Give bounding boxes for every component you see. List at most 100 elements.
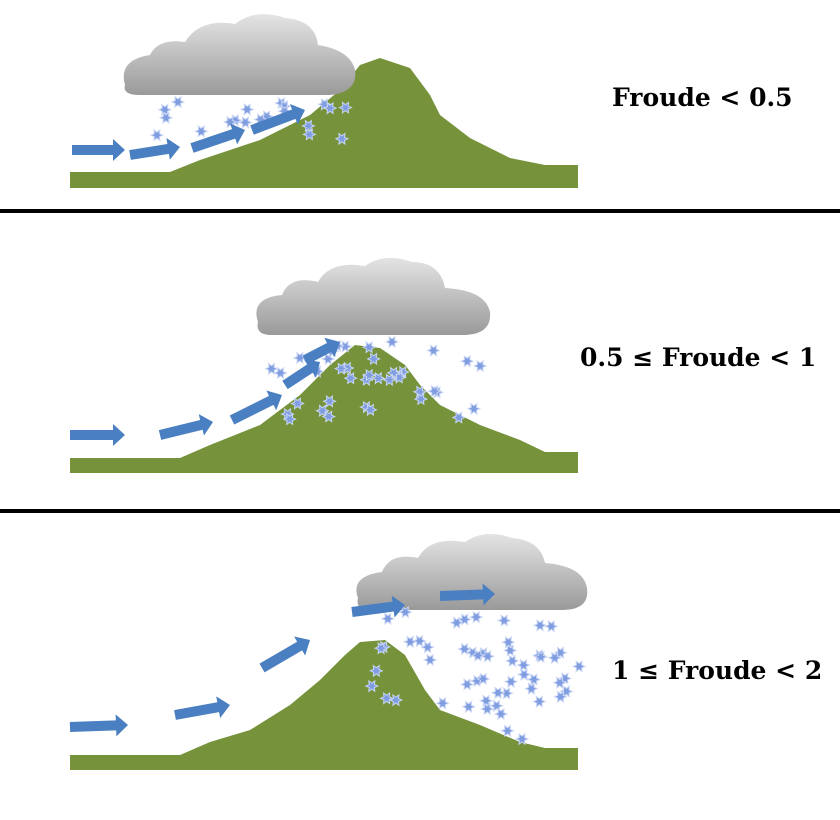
- snowflake-icon: [322, 395, 337, 408]
- wind-arrow-icon: [70, 424, 125, 446]
- snowflake-icon: [516, 668, 532, 681]
- snowflake-icon: [461, 700, 476, 714]
- mountain-1: [70, 58, 578, 188]
- snowflake-icon: [282, 412, 297, 426]
- snowflake-icon: [457, 613, 472, 626]
- snowflake-icon: [371, 371, 386, 385]
- snowflake-icon: [301, 119, 316, 133]
- snowflake-icon: [158, 111, 174, 125]
- snowflake-icon: [526, 673, 542, 686]
- snowflake-icon: [571, 660, 587, 673]
- snowflake-icon: [468, 610, 484, 624]
- snowflake-icon: [532, 619, 548, 632]
- snowflake-icon: [193, 125, 209, 138]
- panel-1-scene: [70, 14, 578, 188]
- snowflake-icon: [472, 359, 488, 373]
- snowflake-icon: [544, 620, 559, 633]
- snowflake-icon: [559, 685, 574, 698]
- snowflake-icon: [552, 676, 567, 689]
- snowflake-icon: [501, 635, 516, 649]
- wind-arrows-2: [70, 337, 340, 446]
- snowflake-icon: [413, 392, 429, 406]
- snowflake-icon: [426, 344, 441, 357]
- snowflake-icon: [388, 693, 404, 707]
- wind-arrow-icon: [229, 390, 283, 425]
- snowflake-icon: [391, 371, 407, 384]
- snowflake-icon: [449, 616, 464, 629]
- snowflake-icon: [334, 132, 350, 146]
- snowflake-icon: [480, 650, 495, 663]
- cloud-3: [356, 533, 588, 610]
- wind-arrow-icon: [72, 139, 125, 161]
- snowflake-icon: [302, 128, 317, 141]
- snowflake-icon: [553, 646, 568, 659]
- snowflake-icon: [496, 614, 512, 627]
- wind-arrow-icon: [302, 337, 340, 365]
- snowflake-icon: [466, 402, 482, 416]
- snowflake-icon: [503, 675, 519, 688]
- panel-2-scene: [70, 257, 578, 473]
- snowflake-icon: [333, 362, 349, 375]
- snowflake-icon: [547, 651, 562, 665]
- panel-3-scene: [69, 533, 588, 770]
- wind-arrow-icon: [250, 103, 305, 135]
- wind-arrow-icon: [439, 583, 496, 606]
- snowflake-icon: [264, 362, 279, 376]
- snowflake-icon: [524, 682, 539, 695]
- snowflake-icon: [380, 612, 396, 625]
- snowflake-icon: [475, 672, 491, 686]
- snowflake-icon: [427, 384, 442, 398]
- froude-label-1: Froude < 0.5: [612, 83, 793, 112]
- wind-arrows-1: [72, 103, 305, 161]
- snowflake-icon: [459, 678, 475, 691]
- snowflake-icon: [373, 641, 389, 655]
- wind-arrow-icon: [190, 123, 245, 153]
- wind-arrow-icon: [282, 359, 321, 390]
- snowflake-icon: [435, 696, 450, 710]
- mountain-3: [70, 640, 578, 770]
- snowflake-icon: [422, 653, 438, 667]
- wind-arrow-icon: [69, 714, 129, 737]
- cloud-1: [123, 14, 356, 95]
- snowflake-icon: [322, 101, 338, 115]
- snowflake-icon: [363, 403, 378, 417]
- snowflake-icon: [149, 128, 165, 142]
- snowflake-icon: [238, 116, 253, 129]
- snowflake-icon: [338, 101, 353, 114]
- snowflakes-1: [149, 95, 353, 146]
- snowflake-icon: [379, 692, 394, 705]
- snowflake-icon: [516, 658, 531, 672]
- snowflake-icon: [366, 352, 381, 366]
- snowflake-icon: [239, 103, 255, 116]
- froude-label-3: 1 ≤ Froude < 2: [612, 656, 823, 685]
- snowflake-icon: [557, 672, 573, 685]
- wind-arrow-icon: [129, 138, 181, 160]
- wind-arrow-icon: [351, 595, 406, 618]
- snowflake-icon: [398, 605, 413, 619]
- snowflake-icon: [361, 340, 377, 354]
- snowflakes-2: [264, 335, 488, 426]
- snowflake-icon: [382, 373, 397, 387]
- snowflake-icon: [470, 649, 486, 662]
- snowflake-icon: [364, 679, 380, 693]
- snowflake-icon: [500, 724, 515, 738]
- cloud-2: [256, 257, 491, 335]
- panel-separator: [0, 509, 840, 513]
- snowflake-icon: [502, 644, 518, 657]
- snowflake-icon: [386, 366, 401, 380]
- snowflake-icon: [321, 410, 336, 423]
- wind-arrow-icon: [174, 696, 231, 720]
- snowflake-icon: [553, 690, 568, 704]
- wind-arrow-icon: [158, 414, 214, 440]
- snowflake-icon: [457, 642, 472, 656]
- snowflake-icon: [532, 695, 547, 708]
- panel-separator: [0, 209, 840, 213]
- wind-arrows-3: [69, 583, 496, 737]
- froude-label-2: 0.5 ≤ Froude < 1: [580, 343, 817, 372]
- snowflake-icon: [290, 397, 305, 410]
- snowflake-icon: [514, 732, 530, 746]
- snowflake-icon: [533, 650, 549, 664]
- snowflake-icon: [505, 654, 520, 668]
- snowflake-icon: [170, 95, 186, 109]
